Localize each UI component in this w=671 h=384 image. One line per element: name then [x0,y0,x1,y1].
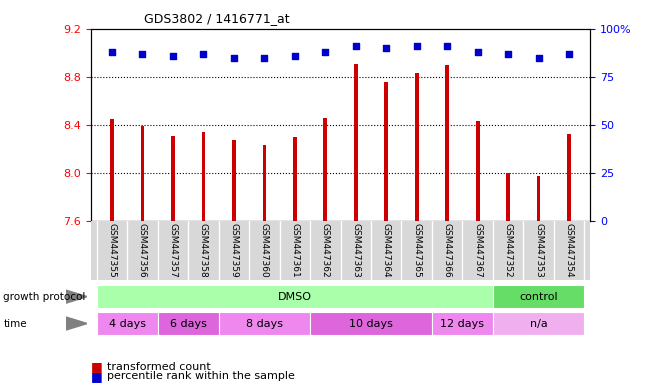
Text: GSM447358: GSM447358 [199,223,208,277]
Text: GSM447367: GSM447367 [473,223,482,277]
Bar [97,285,493,308]
Text: GSM447363: GSM447363 [352,223,360,277]
Text: transformed count: transformed count [107,362,211,372]
Text: GSM447359: GSM447359 [229,223,238,277]
Text: GSM447355: GSM447355 [107,223,117,277]
Bar [507,173,510,221]
Text: GSM447360: GSM447360 [260,223,269,277]
Text: growth protocol: growth protocol [3,291,86,302]
Point [350,43,361,49]
Point [503,51,513,57]
Polygon shape [66,290,87,303]
Bar [432,312,493,335]
Point [107,49,117,55]
Bar [354,64,358,221]
Text: GSM447356: GSM447356 [138,223,147,277]
Bar [219,312,310,335]
Text: GSM447364: GSM447364 [382,223,391,277]
Bar [567,134,571,221]
Text: ■: ■ [91,370,103,383]
Text: 10 days: 10 days [349,318,393,329]
Text: ■: ■ [91,360,103,373]
Bar [110,119,114,221]
Text: control: control [519,291,558,302]
Point [411,43,422,49]
Point [229,55,240,61]
Bar [158,312,219,335]
Bar [97,312,158,335]
Bar [310,312,432,335]
Text: GSM447354: GSM447354 [564,223,574,277]
Point [137,51,148,57]
Bar [537,176,541,221]
Bar [141,126,144,221]
Bar [384,82,388,221]
Text: GSM447352: GSM447352 [504,223,513,277]
Bar [493,312,584,335]
Bar [293,137,297,221]
Text: 6 days: 6 days [170,318,207,329]
Bar [323,118,327,221]
Point [259,55,270,61]
Point [168,53,178,59]
Point [381,45,392,51]
Point [198,51,209,57]
Point [533,55,544,61]
Bar [171,136,174,221]
Text: GSM447357: GSM447357 [168,223,177,277]
Bar [415,73,419,221]
Text: 8 days: 8 days [246,318,283,329]
Point [320,49,331,55]
Bar [201,132,205,221]
Text: GDS3802 / 1416771_at: GDS3802 / 1416771_at [144,12,290,25]
Bar [476,121,480,221]
Bar [493,285,584,308]
Text: GSM447361: GSM447361 [291,223,299,277]
Text: GSM447366: GSM447366 [443,223,452,277]
Bar [446,65,449,221]
Text: 12 days: 12 days [440,318,484,329]
Text: DMSO: DMSO [278,291,312,302]
Point [564,51,574,57]
Text: percentile rank within the sample: percentile rank within the sample [107,371,295,381]
Text: time: time [3,318,27,329]
Text: n/a: n/a [530,318,548,329]
Bar [262,145,266,221]
Point [442,43,452,49]
Point [472,49,483,55]
Bar [232,141,236,221]
Text: GSM447353: GSM447353 [534,223,543,277]
Text: 4 days: 4 days [109,318,146,329]
Polygon shape [66,317,87,330]
Point [289,53,300,59]
Text: GSM447365: GSM447365 [412,223,421,277]
Text: GSM447362: GSM447362 [321,223,329,277]
